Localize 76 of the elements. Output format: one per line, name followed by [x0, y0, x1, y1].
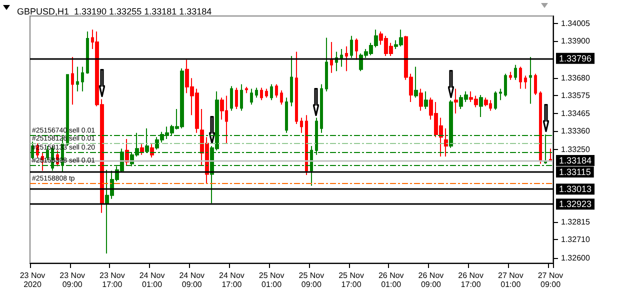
candlestick	[414, 66, 418, 98]
ref-line-label: 1.33184	[559, 156, 592, 166]
x-tick-label: 23 Nov 2020	[20, 271, 46, 289]
candlestick	[509, 71, 512, 80]
candlestick	[424, 90, 428, 110]
candlestick	[514, 64, 517, 80]
candlestick	[454, 88, 458, 114]
candlestick	[345, 46, 348, 72]
candlestick	[539, 90, 542, 164]
ref-line-label: 1.33013	[559, 184, 592, 194]
x-tick-label: 26 Nov 01:00	[378, 271, 404, 289]
x-tick-label: 25 Nov 01:00	[258, 271, 284, 289]
y-tick-label: 1.33900	[561, 36, 590, 46]
candlestick	[484, 97, 488, 107]
candlestick	[275, 84, 278, 98]
candlestick	[305, 114, 308, 176]
ref-line-label: 1.33796	[559, 53, 592, 64]
candlestick	[235, 87, 238, 110]
x-tick-label: 24 Nov 09:00	[179, 271, 205, 289]
x-tick-label: 24 Nov 17:00	[219, 271, 244, 289]
candlestick	[499, 88, 502, 101]
y-tick-label: 1.33465	[561, 109, 590, 118]
y-tick-label: 1.33250	[561, 145, 590, 154]
x-tick-label: 26 Nov 17:00	[458, 271, 484, 289]
chart-title: GBPUSD,H1 1.33190 1.33255 1.33181 1.33184	[17, 6, 212, 16]
candlestick	[519, 66, 522, 90]
x-tick-label: 23 Nov 09:00	[60, 271, 86, 289]
candlestick	[255, 87, 258, 98]
candlestick	[534, 73, 537, 96]
candlestick	[350, 35, 353, 58]
x-tick-label: 23 Nov 17:00	[100, 271, 125, 289]
candlestick	[250, 88, 253, 106]
candlestick	[81, 66, 84, 92]
candlestick	[494, 90, 497, 110]
candlestick	[280, 90, 283, 106]
candlestick	[76, 66, 79, 92]
candlestick	[529, 56, 532, 104]
candlestick	[285, 97, 288, 134]
y-tick-label: 1.33360	[561, 126, 590, 136]
candlestick	[295, 51, 298, 124]
candlestick	[419, 88, 423, 112]
candlestick	[504, 73, 507, 98]
candlestick	[265, 88, 268, 98]
candlestick	[290, 56, 293, 107]
y-tick-label: 1.33680	[561, 73, 590, 82]
candlestick	[240, 84, 243, 112]
x-tick-label: 24 Nov 01:00	[139, 271, 165, 289]
candlestick	[245, 86, 248, 94]
candlestick	[86, 31, 89, 74]
candlestick	[355, 38, 358, 60]
ref-line-label: 1.32923	[559, 199, 592, 210]
candlestick	[325, 37, 328, 92]
y-tick-label: 1.32600	[561, 253, 590, 262]
candlestick	[71, 56, 74, 106]
x-tick-label: 27 Nov 01:00	[498, 271, 524, 289]
candlestick	[140, 144, 144, 156]
candlestick	[330, 42, 333, 74]
x-tick-label: 27 Nov 09:00	[538, 271, 564, 289]
y-tick-label: 1.32710	[561, 235, 590, 244]
candlestick	[479, 94, 483, 118]
y-tick-label: 1.33575	[561, 90, 590, 100]
x-tick-label: 26 Nov 09:00	[418, 271, 444, 289]
candlestick	[444, 128, 448, 158]
x-tick-label: 25 Nov 17:00	[338, 271, 364, 289]
candlestick	[320, 84, 323, 134]
candlestick	[549, 148, 552, 162]
y-tick-label: 1.32815	[561, 218, 590, 227]
candlestick	[340, 48, 343, 68]
candlestick	[300, 117, 303, 134]
candlestick	[260, 87, 263, 101]
x-tick-label: 25 Nov 09:00	[298, 271, 324, 289]
ref-line-label: 1.33115	[559, 167, 591, 178]
candlestick	[230, 86, 233, 112]
candlestick	[524, 75, 527, 90]
candlestick	[270, 84, 273, 101]
y-tick-label: 1.34005	[561, 19, 590, 28]
